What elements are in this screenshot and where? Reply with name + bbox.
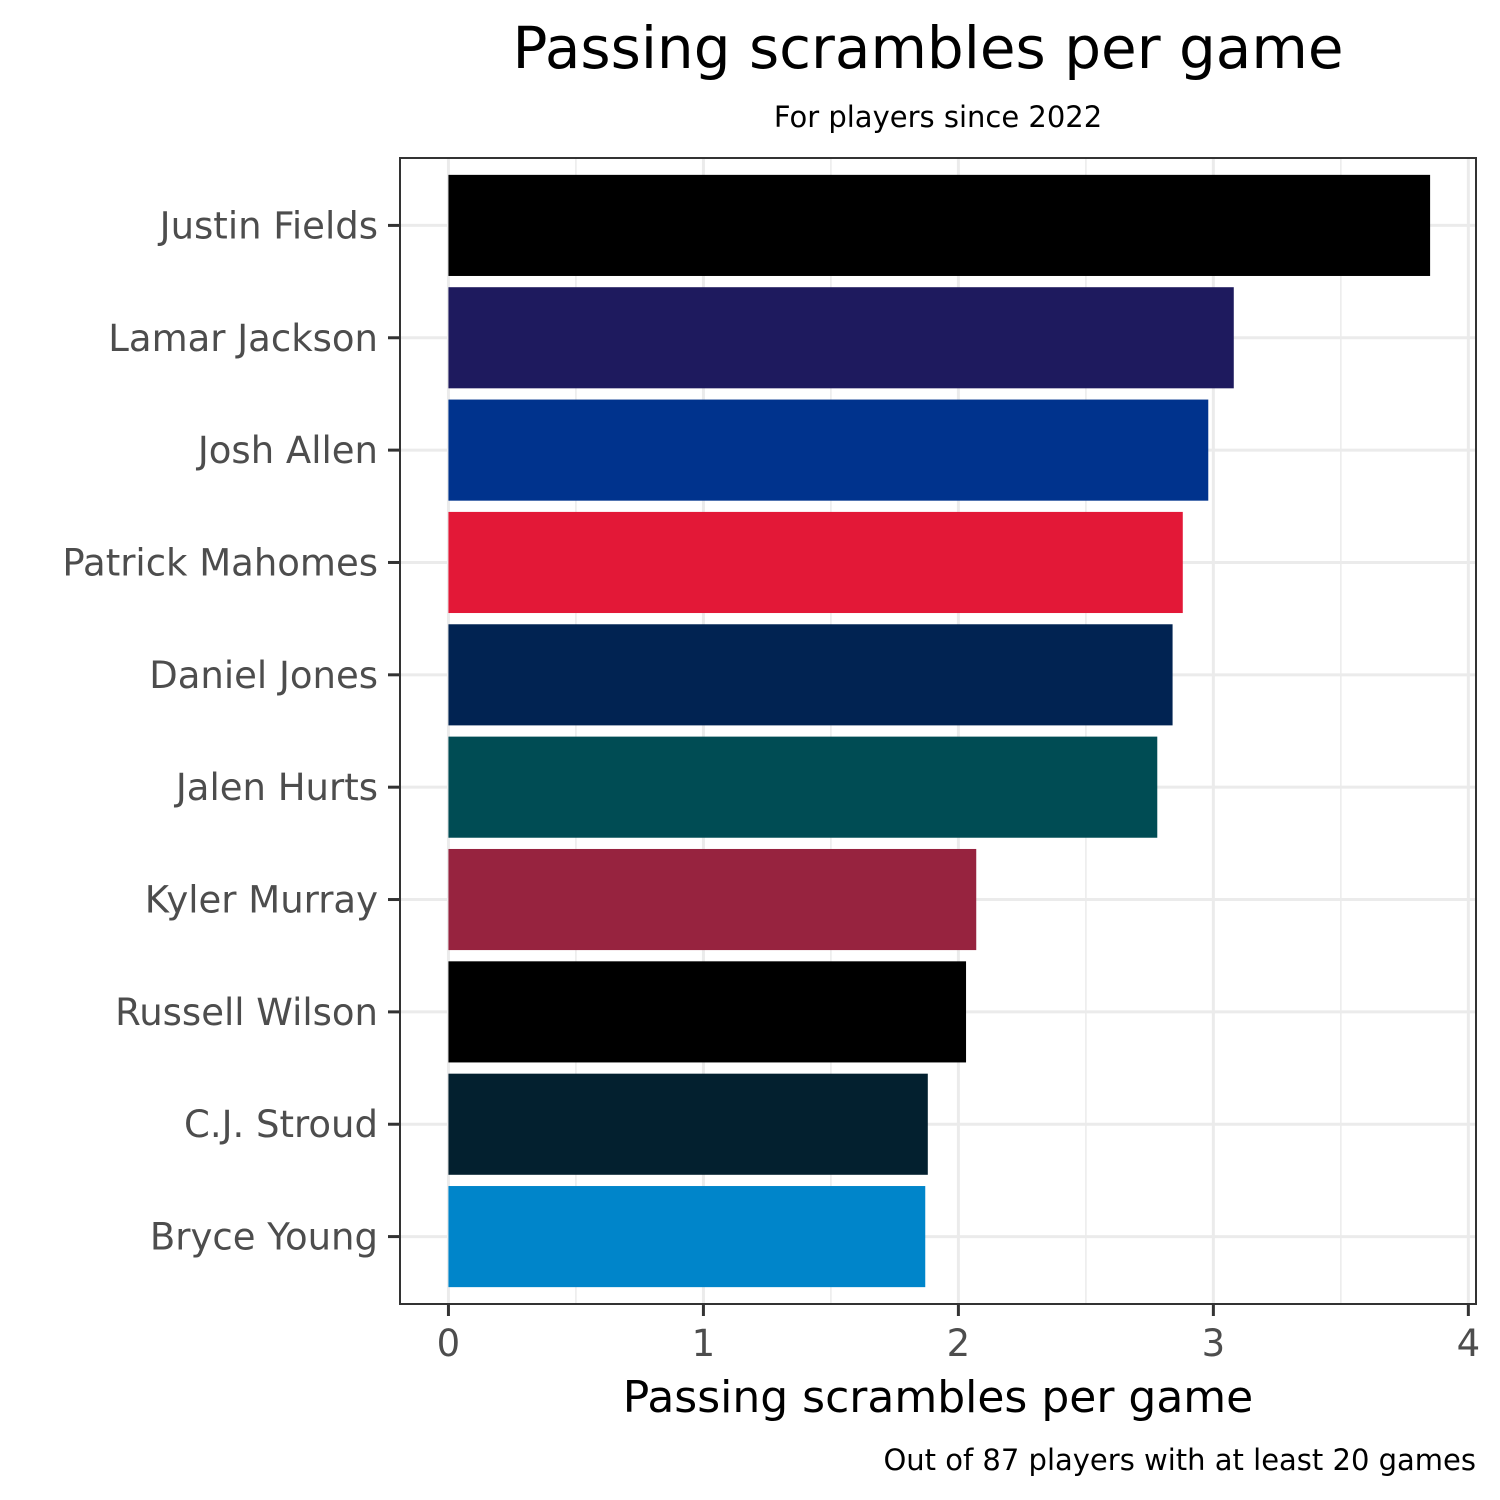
- y-tick-label: Justin Fields: [158, 204, 378, 247]
- bar: [448, 399, 1209, 501]
- x-axis: 0 1 2 3 4: [437, 1304, 1480, 1365]
- y-tick-label: Josh Allen: [196, 429, 378, 472]
- bar: [448, 736, 1158, 838]
- chart-caption: Out of 87 players with at least 20 games: [883, 1443, 1476, 1477]
- y-tick-label: Jalen Hurts: [174, 766, 378, 809]
- y-tick-label: Russell Wilson: [115, 991, 378, 1034]
- bar: [448, 174, 1431, 276]
- y-axis: Justin Fields Lamar Jackson Josh Allen Patr…: [62, 204, 400, 1259]
- x-tick-label: 0: [437, 1322, 461, 1365]
- y-tick-label: Kyler Murray: [145, 879, 378, 922]
- plot-panel-border: [399, 157, 1477, 1305]
- bar: [448, 287, 1234, 389]
- chart-subtitle: For players since 2022: [774, 100, 1102, 134]
- y-tick-label: C.J. Stroud: [184, 1103, 378, 1146]
- bar: [448, 1073, 928, 1175]
- y-tick-label: Bryce Young: [150, 1216, 378, 1259]
- chart-title: Passing scrambles per game: [512, 14, 1343, 82]
- bar: [448, 1186, 926, 1288]
- y-tick-label: Daniel Jones: [149, 654, 378, 697]
- bar: [448, 848, 977, 951]
- bar: [448, 961, 967, 1063]
- y-tick-label: Patrick Mahomes: [62, 541, 378, 584]
- bar: [448, 624, 1173, 726]
- x-tick-label: 1: [692, 1322, 716, 1365]
- x-axis-label: Passing scrambles per game: [623, 1372, 1253, 1423]
- x-tick-label: 2: [947, 1322, 971, 1365]
- x-tick-label: 3: [1202, 1322, 1226, 1365]
- x-tick-label: 4: [1457, 1322, 1481, 1365]
- bars: [448, 174, 1431, 1288]
- y-tick-label: Lamar Jackson: [108, 317, 378, 360]
- bar: [448, 511, 1183, 614]
